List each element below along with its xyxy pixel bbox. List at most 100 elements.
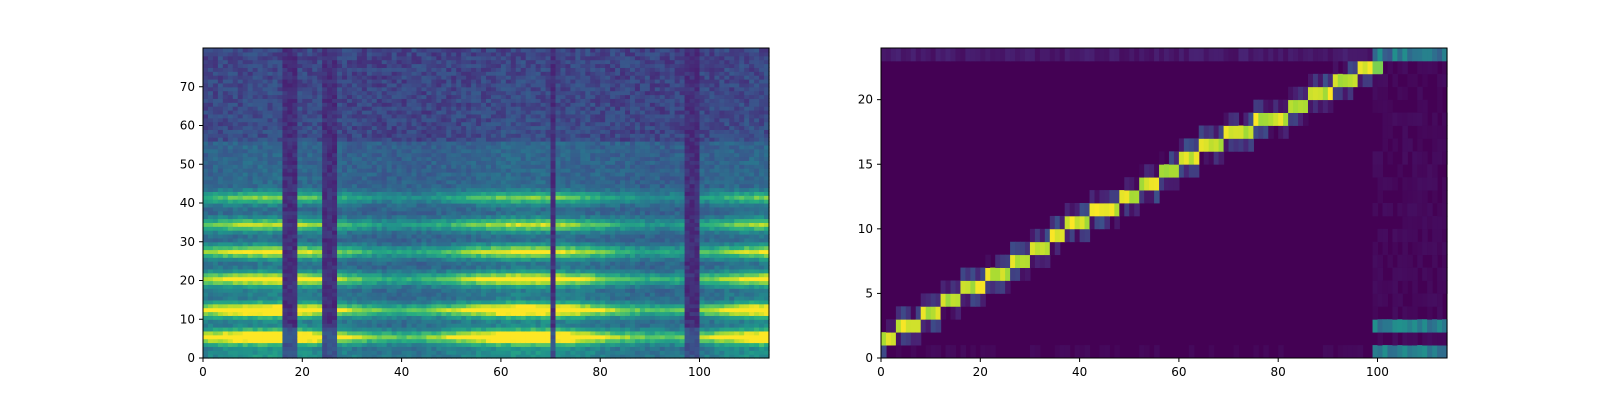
spectrogram-cell (376, 79, 383, 84)
spectrogram-cell (351, 299, 358, 305)
spectrogram-cell (391, 63, 398, 68)
spectrogram-cell (203, 168, 209, 173)
spectrogram-cell (302, 106, 308, 111)
spectrogram-cell (510, 327, 517, 332)
spectrogram-cell (466, 206, 472, 212)
spectrogram-cell (386, 245, 393, 251)
spectrogram-cell (342, 327, 348, 332)
spectrogram-cell (481, 249, 487, 254)
spectrogram-cell (451, 71, 457, 76)
spectrogram-cell (207, 299, 214, 305)
spectrogram-cell (490, 141, 497, 146)
spectrogram-cell (302, 86, 308, 92)
spectrogram-cell (441, 354, 447, 359)
spectrogram-cell (456, 152, 462, 158)
spectrogram-cell (476, 354, 482, 359)
spectrogram-cell (361, 195, 368, 200)
spectrogram-cell (342, 67, 348, 72)
spectrogram-cell (361, 121, 368, 127)
spectrogram-cell (421, 141, 428, 146)
spectrogram-cell (471, 71, 477, 76)
spectrogram-cell (411, 156, 418, 161)
spectrogram-cell (351, 315, 358, 320)
spectrogram-cell (451, 203, 457, 208)
spectrogram-cell (267, 86, 274, 92)
spectrogram-cell (322, 113, 328, 119)
spectrogram-cell (461, 179, 467, 185)
spectrogram-cell (461, 137, 467, 142)
spectrogram-cell (396, 334, 403, 340)
spectrogram-cell (307, 90, 313, 96)
spectrogram-cell (327, 311, 333, 316)
spectrogram-cell (287, 79, 293, 84)
spectrogram-cell (257, 102, 264, 107)
spectrogram-cell (391, 125, 398, 130)
spectrogram-cell (257, 234, 264, 239)
spectrogram-cell (490, 319, 497, 324)
spectrogram-cell (242, 172, 249, 177)
spectrogram-cell (282, 253, 288, 258)
spectrogram-cell (381, 354, 388, 359)
spectrogram-cell (421, 265, 428, 270)
spectrogram-cell (277, 90, 284, 96)
spectrogram-cell (237, 59, 244, 65)
spectrogram-cell (217, 148, 224, 154)
spectrogram-cell (401, 141, 408, 146)
spectrogram-cell (322, 86, 328, 92)
spectrogram-cell (461, 265, 467, 270)
spectrogram-cell (411, 113, 418, 119)
spectrogram-cell (242, 265, 249, 270)
spectrogram-cell (381, 59, 388, 65)
spectrogram-cell (212, 226, 219, 231)
spectrogram-cell (277, 311, 284, 316)
spectrogram-cell (481, 59, 487, 65)
spectrogram-cell (361, 296, 368, 301)
spectrogram-cell (317, 187, 323, 192)
spectrogram-cell (436, 272, 442, 278)
spectrogram-cell (361, 113, 368, 119)
spectrogram-cell (356, 195, 363, 200)
spectrogram-cell (212, 51, 219, 57)
spectrogram-cell (391, 144, 398, 150)
spectrogram-cell (232, 245, 239, 251)
spectrogram-cell (252, 280, 259, 285)
spectrogram-cell (456, 241, 462, 247)
spectrogram-cell (207, 75, 214, 80)
spectrogram-cell (481, 82, 487, 88)
spectrogram-cell (461, 249, 467, 254)
spectrogram-cell (505, 199, 512, 204)
spectrogram-cell (297, 106, 303, 111)
spectrogram-cell (297, 245, 303, 251)
spectrogram-cell (411, 323, 418, 328)
spectrogram-cell (446, 230, 452, 235)
spectrogram-cell (307, 117, 313, 123)
spectrogram-cell (406, 261, 413, 266)
spectrogram-cell (292, 214, 298, 220)
spectrogram-cell (257, 327, 264, 332)
spectrogram-cell (481, 241, 487, 247)
spectrogram-cell (322, 137, 328, 142)
spectrogram-cell (500, 160, 507, 165)
spectrogram-cell (237, 276, 244, 282)
spectrogram-cell (207, 110, 214, 115)
spectrogram-cell (342, 113, 348, 119)
spectrogram-cell (277, 330, 284, 336)
spectrogram-cell (242, 51, 249, 57)
spectrogram-cell (257, 63, 264, 68)
spectrogram-cell (486, 82, 492, 88)
spectrogram-cell (386, 210, 393, 216)
spectrogram-cell (361, 237, 368, 243)
spectrogram-cell (371, 48, 378, 53)
spectrogram-cell (396, 51, 403, 57)
spectrogram-cell (272, 113, 279, 119)
spectrogram-cell (297, 299, 303, 305)
spectrogram-cell (461, 210, 467, 216)
spectrogram-cell (262, 55, 269, 61)
spectrogram-cell (495, 63, 502, 68)
spectrogram-cell (227, 292, 234, 297)
spectrogram-cell (426, 265, 432, 270)
spectrogram-cell (451, 346, 457, 351)
spectrogram-cell (203, 148, 209, 154)
spectrogram-cell (247, 296, 254, 301)
spectrogram-cell (262, 303, 269, 309)
